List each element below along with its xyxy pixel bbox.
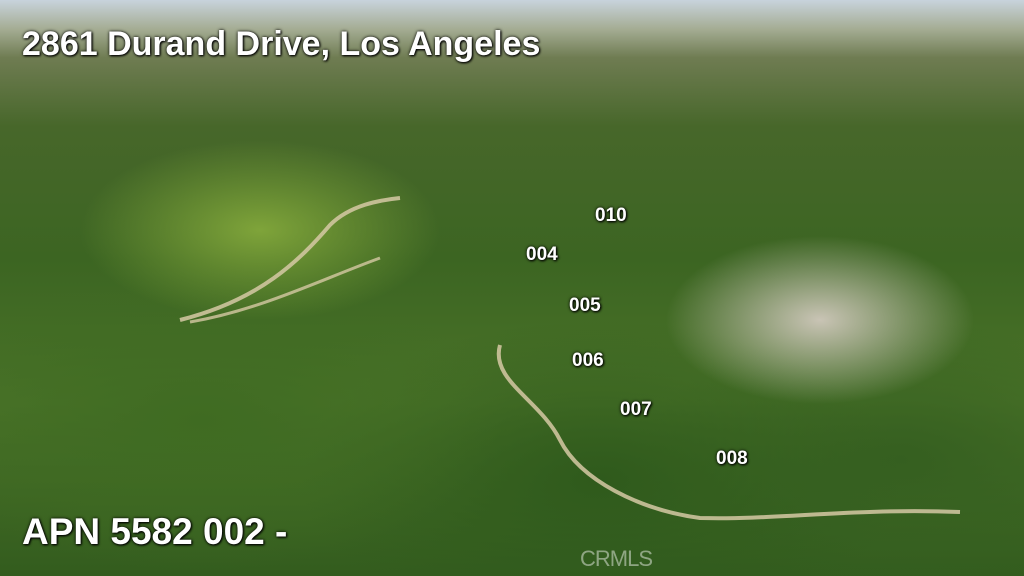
trail-lower: [496, 344, 961, 521]
trail-upper: [179, 196, 401, 322]
lot-label-007: 007: [620, 399, 652, 420]
address-title: 2861 Durand Drive, Los Angeles: [22, 25, 541, 63]
trail-upper-branch: [189, 256, 381, 324]
lot-label-010: 010: [595, 205, 627, 226]
lot-label-004: 004: [526, 244, 558, 265]
lot-label-006: 006: [572, 350, 604, 371]
apn-label: APN 5582 002 -: [22, 511, 288, 552]
lot-label-005: 005: [569, 295, 601, 316]
watermark: CRMLS: [580, 546, 653, 571]
lot-label-008: 008: [716, 448, 748, 469]
